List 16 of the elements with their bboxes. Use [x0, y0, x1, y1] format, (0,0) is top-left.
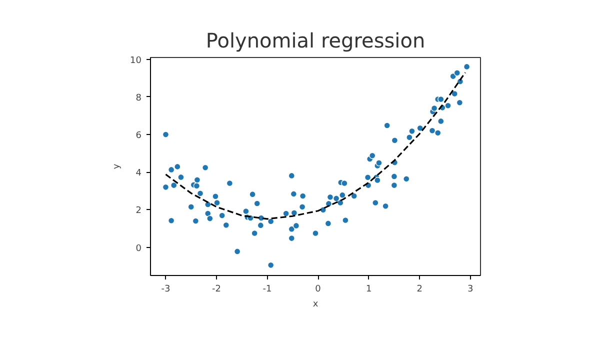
x-axis-title: x: [312, 300, 319, 310]
x-tick-label: -3: [161, 284, 170, 294]
x-tick-label: 0: [315, 284, 322, 294]
x-tick-label: -2: [212, 284, 221, 294]
x-tick-label: -1: [262, 284, 272, 294]
y-tick-label: 4: [136, 168, 142, 179]
y-tick-label: 6: [136, 131, 142, 142]
chart-title: Polynomial regression: [206, 28, 426, 52]
x-tick-label: 3: [467, 284, 474, 294]
y-tick-label: 10: [130, 56, 142, 66]
x-tick-label: 1: [366, 284, 372, 294]
y-axis-title: y: [112, 163, 122, 170]
y-tick-label: 8: [136, 93, 142, 104]
x-tick-label: 2: [416, 284, 422, 294]
y-tick-label: 2: [136, 206, 142, 216]
y-tick-label: 0: [136, 244, 142, 254]
